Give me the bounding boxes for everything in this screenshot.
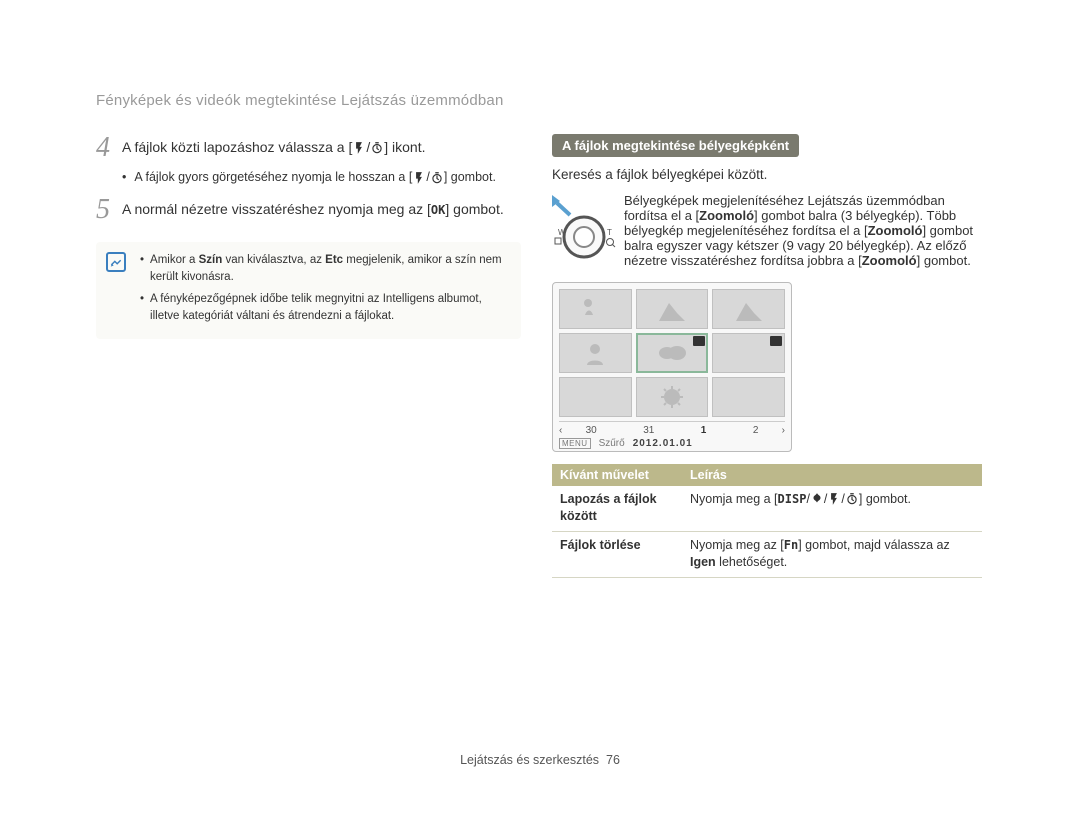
thumb-cell <box>712 289 785 329</box>
text: A fájlok közti lapozáshoz válassza a [ <box>122 139 352 155</box>
text: ] gombot. <box>445 201 503 217</box>
text: ] gombot. <box>917 253 971 268</box>
text: A fényképezőgépnek időbe telik megnyitni… <box>150 291 509 326</box>
text: lehetőséget. <box>716 555 788 569</box>
operations-table: Kívánt művelet Leírás Lapozás a fájlok k… <box>552 464 982 578</box>
flash-icon <box>827 492 841 506</box>
step-bullet: A fájlok gyors görgetéséhez nyomja le ho… <box>122 168 521 186</box>
timer-icon <box>430 171 444 185</box>
thumbnail-grid <box>559 289 785 417</box>
step-4: 4 A fájlok közti lapozáshoz válassza a [… <box>96 134 521 162</box>
flash-icon <box>412 171 426 185</box>
text: Nyomja meg a [ <box>690 492 778 506</box>
date-num: 30 <box>586 425 597 436</box>
step-5: 5 A normál nézetre visszatéréshez nyomja… <box>96 196 521 224</box>
ok-button-label: OK <box>431 203 445 217</box>
svg-text:T: T <box>607 228 612 237</box>
menu-label: MENU <box>559 438 591 449</box>
svg-text:W: W <box>558 228 566 237</box>
table-cell: Nyomja meg az [Fn] gombot, majd válassza… <box>682 531 982 577</box>
table-col-header: Kívánt művelet <box>552 464 682 486</box>
thumb-cell <box>559 377 632 417</box>
intro-text: Keresés a fájlok bélyegképei között. <box>552 165 982 185</box>
table-row: Lapozás a fájlok között Nyomja meg a [DI… <box>552 486 982 532</box>
step-number: 5 <box>96 196 122 224</box>
disp-label: DISP <box>778 492 807 506</box>
text-bold: Zoomoló <box>862 253 917 268</box>
date-bar: ‹ 30 31 1 2 › <box>559 421 785 436</box>
nav-right-icon: › <box>782 425 785 436</box>
zoom-row: W T Bélyegképek megjelenítéséhez Lejátsz… <box>552 193 982 268</box>
zoom-instructions: Bélyegképek megjelenítéséhez Lejátszás ü… <box>624 193 982 268</box>
timer-icon <box>845 492 859 506</box>
text: ] gombot, majd válassza az <box>798 538 949 552</box>
print-mark-icon <box>693 336 705 346</box>
macro-icon <box>810 492 824 506</box>
thumb-cell <box>712 333 785 373</box>
page-header: Fényképek és videók megtekintése Lejátsz… <box>96 92 504 109</box>
print-mark-icon <box>770 336 782 346</box>
thumb-cell <box>636 289 709 329</box>
thumb-cell <box>636 377 709 417</box>
step-text: A fájlok közti lapozáshoz válassza a [/]… <box>122 134 521 162</box>
thumb-cell-selected <box>636 333 709 373</box>
text-bold: Zoomoló <box>699 208 754 223</box>
table-cell: Lapozás a fájlok között <box>552 486 682 532</box>
date-num: 2 <box>753 425 759 436</box>
table-cell: Nyomja meg a [DISP///] gombot. <box>682 486 982 532</box>
left-column: 4 A fájlok közti lapozáshoz válassza a [… <box>96 134 521 339</box>
text: Nyomja meg az [ <box>690 538 784 552</box>
note-line: A fényképezőgépnek időbe telik megnyitni… <box>140 291 509 326</box>
text-bold: Zoomoló <box>868 223 923 238</box>
text-bold: Etc <box>325 254 343 266</box>
page-number: 76 <box>606 753 620 767</box>
table-row: Fájlok törlése Nyomja meg az [Fn] gombot… <box>552 531 982 577</box>
date-label: 2012.01.01 <box>633 438 693 449</box>
note-box: Amikor a Szín van kiválasztva, az Etc me… <box>96 242 521 339</box>
thumb-cell <box>559 333 632 373</box>
text: Amikor a <box>150 254 199 266</box>
table-cell: Fájlok törlése <box>552 531 682 577</box>
thumb-cell <box>559 289 632 329</box>
note-icon <box>106 252 126 272</box>
filter-bar: MENU Szűrő 2012.01.01 <box>559 436 785 449</box>
text-bold: Szín <box>199 254 223 266</box>
table-col-header: Leírás <box>682 464 982 486</box>
section-heading: A fájlok megtekintése bélyegképként <box>552 134 799 157</box>
date-num: 31 <box>643 425 654 436</box>
text: ] gombot. <box>444 170 496 184</box>
page-footer: Lejátszás és szerkesztés 76 <box>0 753 1080 767</box>
table-header-row: Kívánt művelet Leírás <box>552 464 982 486</box>
date-num: 1 <box>701 425 707 436</box>
thumb-cell <box>712 377 785 417</box>
step-number: 4 <box>96 134 122 162</box>
footer-section: Lejátszás és szerkesztés <box>460 753 599 767</box>
text: A fájlok gyors görgetéséhez nyomja le ho… <box>134 170 412 184</box>
text: ] gombot. <box>859 492 911 506</box>
text: A normál nézetre visszatéréshez nyomja m… <box>122 201 431 217</box>
flash-icon <box>352 141 366 155</box>
fn-label: Fn <box>784 538 798 552</box>
thumbnail-display: ‹ 30 31 1 2 › MENU Szűrő 2012.01.01 <box>552 282 792 452</box>
step-text: A normál nézetre visszatéréshez nyomja m… <box>122 196 521 224</box>
text: ] ikont. <box>384 139 425 155</box>
text-bold: Igen <box>690 555 716 569</box>
note-line: Amikor a Szín van kiválasztva, az Etc me… <box>140 252 509 287</box>
text: van kiválasztva, az <box>222 254 325 266</box>
zoom-control-diagram: W T <box>552 193 624 266</box>
timer-icon <box>370 141 384 155</box>
right-column: A fájlok megtekintése bélyegképként Kere… <box>552 134 982 578</box>
filter-label: Szűrő <box>599 438 625 449</box>
